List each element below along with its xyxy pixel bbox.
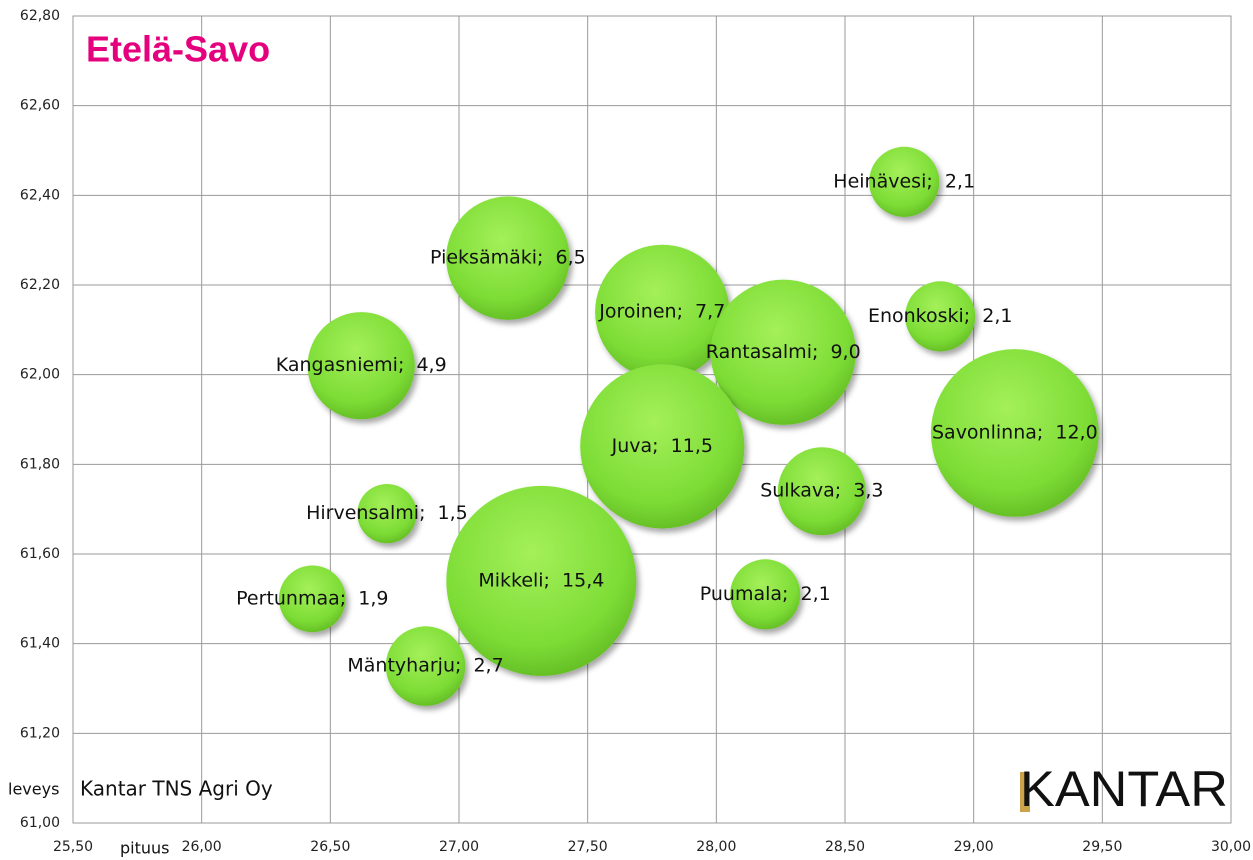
data-label: Kangasniemi; 4,9	[276, 354, 447, 376]
y-tick-label: 62,00	[20, 367, 60, 383]
bubble	[307, 312, 415, 420]
bubble	[930, 349, 1099, 517]
data-label: Puumala; 2,1	[700, 583, 831, 605]
data-label: Rantasalmi; 9,0	[706, 341, 861, 363]
y-axis-label: leveys	[8, 780, 59, 799]
y-tick-label: 62,40	[20, 187, 60, 203]
data-label: Pertunmaa; 1,9	[236, 587, 388, 609]
data-label: Mäntyharju; 2,7	[347, 655, 503, 677]
bubble	[777, 447, 866, 536]
y-tick-label: 62,80	[20, 8, 60, 24]
bubble	[357, 484, 417, 544]
y-tick-label: 61,40	[20, 636, 60, 652]
y-tick-label: 61,20	[20, 725, 60, 741]
x-tick-label: 29,50	[1082, 839, 1122, 855]
bubble	[869, 146, 940, 217]
x-tick-label: 27,50	[568, 839, 608, 855]
logo: KANTAR	[1020, 761, 1228, 817]
bubble	[595, 244, 730, 380]
x-tick-label: 28,00	[696, 839, 736, 855]
data-label: Joroinen; 7,7	[598, 300, 725, 322]
source: Kantar TNS Agri Oy	[80, 777, 273, 801]
bubble	[730, 559, 801, 630]
data-label: Pieksämäki; 6,5	[430, 247, 586, 269]
x-tick-label: 27,00	[439, 839, 479, 855]
bubble	[710, 279, 856, 425]
bubble	[385, 626, 466, 706]
x-tick-label: 26,00	[182, 839, 222, 855]
bubble	[278, 565, 346, 633]
y-tick-label: 61,60	[20, 546, 60, 562]
logo-bar	[1020, 772, 1030, 812]
x-tick-label: 30,00	[1211, 839, 1251, 855]
bubbles	[278, 146, 1099, 706]
chart-title: Etelä-Savo	[86, 29, 270, 70]
bubble	[580, 364, 745, 529]
x-tick-label: 26,50	[310, 839, 350, 855]
plot-border	[72, 15, 1232, 824]
x-tick-label: 28,50	[825, 839, 865, 855]
data-label: Mikkeli; 15,4	[478, 569, 604, 591]
bubble	[446, 485, 637, 676]
data-label: Enonkoski; 2,1	[868, 305, 1013, 327]
data-label: Savonlinna; 12,0	[932, 421, 1098, 443]
x-tick-label: 29,00	[954, 839, 994, 855]
bubble	[905, 281, 976, 352]
data-label: Heinävesi; 2,1	[833, 170, 975, 192]
x-tick-label: 25,50	[53, 839, 93, 855]
y-tick-label: 62,60	[20, 98, 60, 114]
data-label: Hirvensalmi; 1,5	[306, 502, 468, 524]
y-tick-label: 62,20	[20, 277, 60, 293]
data-label: Juva; 11,5	[611, 435, 713, 457]
x-axis-label: pituus	[120, 839, 170, 858]
y-tick-label: 61,80	[20, 456, 60, 472]
data-label: Sulkava; 3,3	[760, 480, 883, 502]
y-tick-label: 61,00	[20, 815, 60, 831]
bubble	[446, 196, 570, 320]
